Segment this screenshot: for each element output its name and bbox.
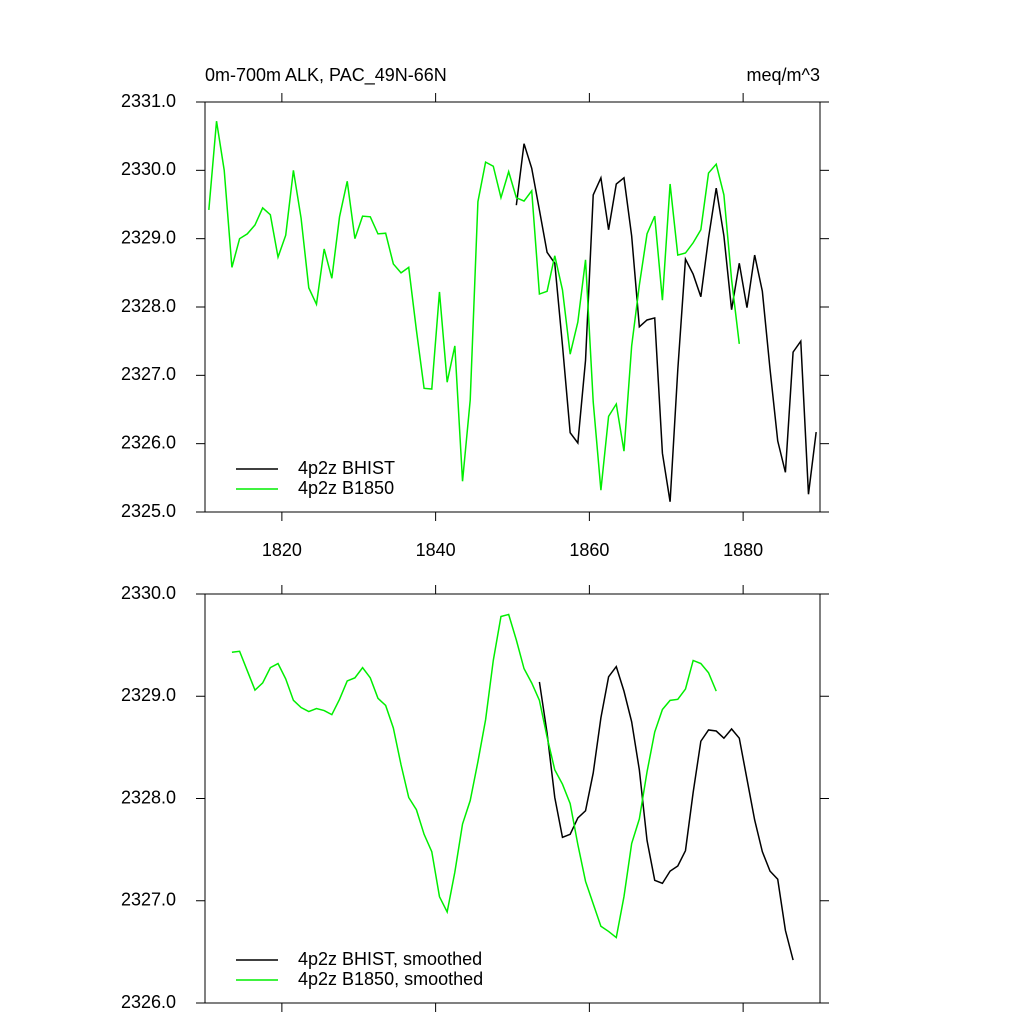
data-line [515,143,817,502]
y-tick-label: 2329.0 [121,685,176,705]
y-tick-label: 2326.0 [121,992,176,1012]
data-line [231,613,717,939]
y-tick-label: 2325.0 [121,501,176,521]
y-tick-label: 2330.0 [121,583,176,603]
x-tick-label: 1860 [569,540,609,560]
x-tick-label: 1820 [262,540,302,560]
y-tick-label: 2327.0 [121,890,176,910]
y-tick-label: 2328.0 [121,296,176,316]
legend-label: 4p2z B1850 [298,478,394,498]
legend-label: 4p2z B1850, smoothed [298,969,483,989]
plot-frame [204,101,821,513]
legend-label: 4p2z BHIST [298,458,395,478]
y-tick-label: 2328.0 [121,787,176,807]
y-tick-label: 2327.0 [121,364,176,384]
x-tick-label: 1880 [723,540,763,560]
data-line [538,664,794,961]
legend-label: 4p2z BHIST, smoothed [298,949,482,969]
y-tick-label: 2330.0 [121,159,176,179]
data-line [208,121,741,491]
chart-title: 0m-700m ALK, PAC_49N-66N [205,65,447,86]
y-tick-label: 2326.0 [121,432,176,452]
y-tick-label: 2331.0 [121,91,176,111]
y-tick-label: 2329.0 [121,227,176,247]
plot-frame [204,593,821,1004]
x-tick-label: 1840 [416,540,456,560]
unit-label: meq/m^3 [747,65,820,85]
